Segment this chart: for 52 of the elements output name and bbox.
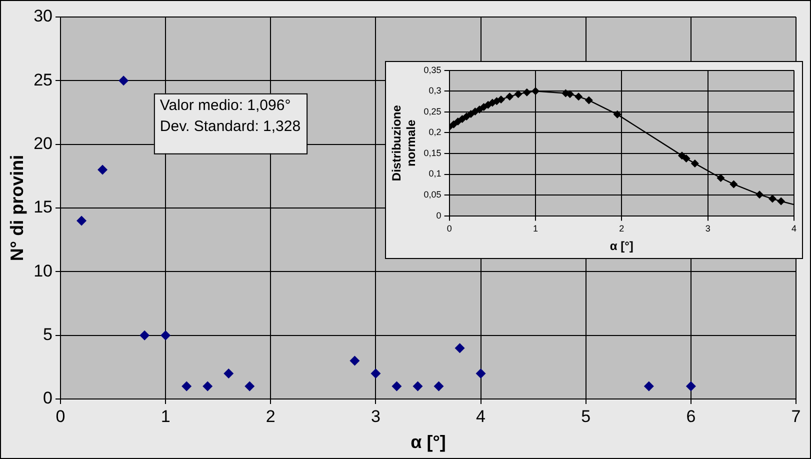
x-axis-title: α [°] [410,432,446,452]
point [434,381,444,392]
point [476,368,486,379]
point [244,381,255,392]
point [454,343,465,354]
x-tick-label: 6 [686,406,696,426]
point [224,368,234,379]
y-tick-label: 0,25 [424,106,442,116]
y-tick-label: 20 [34,134,53,154]
point [160,330,171,340]
annotation: Valor medio: 1,096° [160,97,291,114]
point [370,368,381,379]
y-tick-label: 25 [34,70,53,90]
y-tick-label: 0,3 [428,86,442,96]
point [412,381,423,392]
annotation: Dev. Standard: 1,328 [160,118,301,136]
point [182,381,192,392]
y-tick-label: 0,2 [428,127,442,138]
x-tick-label: 4 [791,224,797,234]
point [76,216,87,226]
y-tick-label: 10 [34,261,53,280]
y-axis-title: N° di provini [6,154,27,262]
y-tick-label: 0 [436,210,442,220]
y-axis-title: Distribuzione normale [390,104,418,182]
x-tick-label: 2 [266,406,276,426]
x-tick-label: 3 [370,406,380,426]
x-tick-label: 2 [619,224,624,234]
y-tick-label: 0,1 [428,168,442,179]
point [118,76,129,86]
y-tick-label: 0,35 [424,64,442,75]
point [392,381,402,392]
x-tick-label: 0 [56,406,66,426]
x-tick-label: 3 [705,224,710,234]
y-tick-label: 0,15 [424,148,442,158]
x-tick-label: 4 [476,406,486,426]
point [98,164,108,175]
x-tick-label: 5 [581,406,591,426]
x-axis-title: α [°] [610,239,634,254]
point [202,381,213,392]
y-tick-label: 0 [43,388,53,408]
point [644,381,654,392]
x-tick-label: 1 [160,406,170,426]
x-tick-label: 0 [446,224,452,234]
y-tick-label: 5 [43,325,53,344]
point [686,381,696,392]
y-tick-label: 30 [34,6,53,26]
point [140,330,150,340]
x-tick-label: 1 [532,224,538,234]
x-tick-label: 7 [791,406,801,426]
point [350,356,360,366]
y-tick-label: 0,05 [424,190,442,200]
y-tick-label: 15 [34,198,53,217]
